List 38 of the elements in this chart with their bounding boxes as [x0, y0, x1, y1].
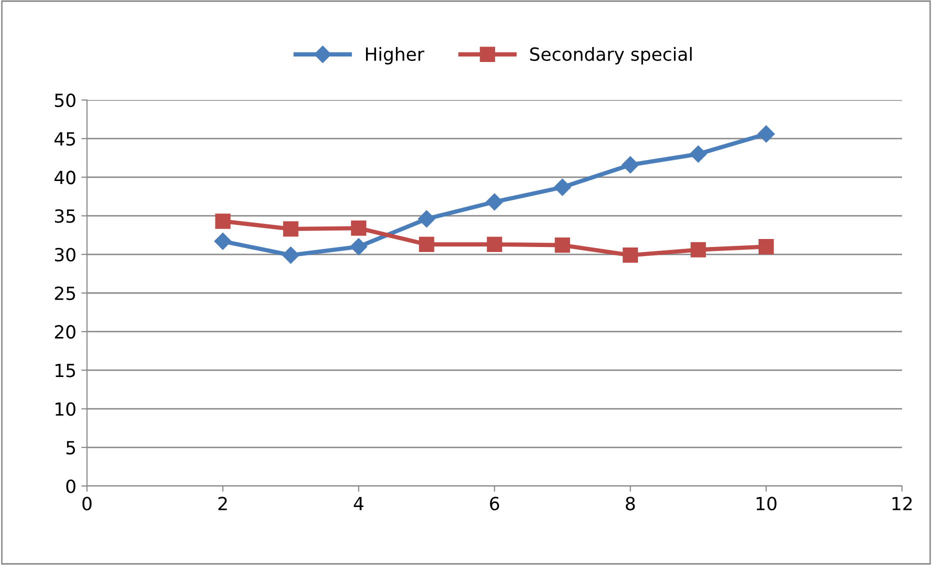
x-tick-label: 8: [626, 496, 635, 510]
point: [283, 221, 298, 237]
point: [418, 236, 434, 252]
y-tick-label: 50: [55, 93, 76, 108]
x-tick-label: 4: [354, 496, 364, 510]
y-tick-label: 35: [54, 209, 76, 223]
x-tick-label: 2: [218, 496, 227, 510]
point: [486, 236, 502, 252]
point: [418, 210, 436, 228]
y-tick-label: 20: [54, 325, 76, 339]
legend-label: Higher: [366, 46, 424, 64]
point: [215, 214, 230, 229]
x-tick-label: 6: [490, 496, 500, 510]
point: [758, 239, 774, 254]
point: [622, 156, 639, 174]
x-tick-label: 10: [756, 496, 776, 510]
x-tick-label: 12: [892, 496, 912, 510]
point: [350, 238, 368, 256]
point: [554, 237, 570, 253]
point: [622, 248, 638, 263]
point: [351, 220, 366, 236]
point: [282, 246, 300, 264]
y-tick-label: 5: [66, 441, 76, 455]
point: [690, 145, 707, 163]
point: [554, 178, 571, 196]
y-tick-label: 10: [56, 402, 76, 416]
y-tick-label: 15: [56, 364, 76, 378]
legend-label: Secondary special: [530, 46, 692, 64]
y-tick-label: 30: [54, 248, 76, 262]
point: [690, 242, 706, 258]
y-tick-label: 40: [54, 170, 76, 184]
x-tick-label: 0: [82, 496, 92, 510]
y-tick-label: 45: [54, 132, 76, 146]
point: [214, 232, 232, 250]
point: [758, 125, 775, 143]
y-tick-label: 25: [54, 286, 76, 300]
y-tick-label: 0: [66, 479, 76, 494]
point: [486, 193, 504, 210]
